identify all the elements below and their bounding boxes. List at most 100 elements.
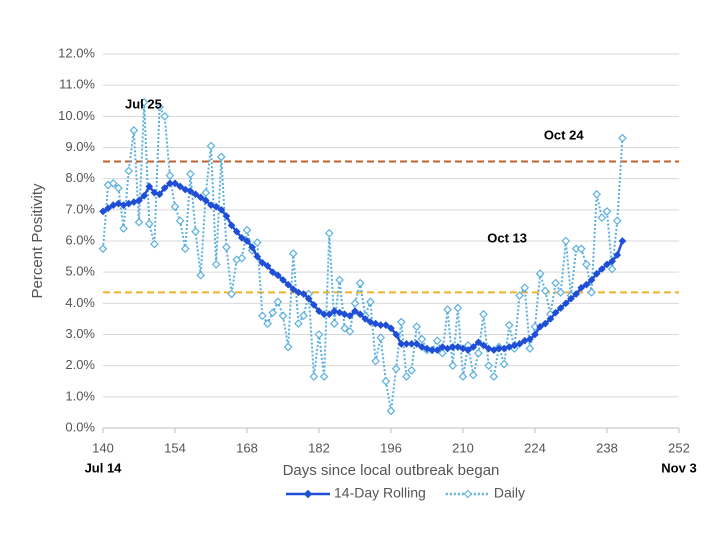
point (181, 185, 190, 194)
point (129, 126, 139, 135)
point (144, 219, 154, 229)
point (258, 311, 267, 321)
point (412, 322, 422, 332)
legend-label: Daily (494, 485, 525, 501)
point (546, 315, 555, 323)
point (433, 346, 442, 354)
point (134, 217, 144, 227)
point (155, 102, 164, 112)
point (489, 372, 499, 381)
point (217, 205, 226, 214)
point (283, 342, 293, 352)
point (119, 224, 128, 233)
point (432, 336, 442, 346)
point (98, 244, 108, 254)
point (366, 297, 375, 307)
point (350, 298, 360, 308)
y-tick-label: 5.0% (65, 264, 95, 279)
y-tick-label: 11.0% (59, 77, 95, 92)
point (160, 184, 169, 192)
point (458, 372, 468, 381)
point (567, 294, 575, 303)
point (315, 307, 323, 315)
point (319, 372, 329, 381)
point (495, 344, 503, 353)
y-tick-label: 6.0% (65, 232, 95, 247)
point (330, 319, 339, 328)
point (201, 188, 211, 198)
point (212, 202, 220, 211)
point (612, 216, 622, 226)
point (124, 166, 134, 176)
point (608, 257, 616, 266)
point (499, 359, 509, 369)
point (180, 244, 190, 254)
point (314, 330, 324, 339)
point (274, 271, 282, 280)
point (618, 237, 627, 245)
point (299, 311, 308, 321)
point (191, 190, 200, 199)
point (242, 225, 252, 235)
point (202, 196, 210, 205)
point (340, 310, 349, 319)
point (592, 269, 601, 278)
point (391, 364, 401, 374)
point (114, 199, 123, 208)
point (412, 340, 421, 348)
point (454, 343, 462, 351)
point (556, 304, 565, 312)
point (474, 348, 483, 358)
point (325, 310, 334, 319)
y-tick-label: 9.0% (65, 139, 95, 154)
point (582, 260, 591, 269)
point (150, 188, 159, 197)
point (515, 291, 524, 300)
point (438, 343, 447, 351)
x-date-label: Jul 14 (85, 460, 123, 475)
annotation: Jul 25 (125, 96, 162, 111)
point (289, 285, 298, 294)
point (556, 288, 566, 297)
point (232, 227, 241, 236)
legend-label: 14-Day Rolling (334, 485, 426, 501)
point (273, 297, 283, 307)
point (382, 321, 390, 329)
point (304, 294, 313, 303)
point (361, 315, 370, 323)
point (186, 169, 195, 179)
point (324, 228, 334, 238)
point (551, 308, 560, 317)
annotation: Oct 24 (544, 128, 585, 143)
point (139, 97, 149, 107)
point (402, 372, 411, 381)
point (196, 270, 206, 280)
point (587, 276, 596, 284)
point (248, 243, 256, 252)
point (572, 290, 580, 298)
point (222, 212, 231, 220)
point (227, 289, 236, 299)
point (356, 310, 364, 319)
point (145, 182, 154, 191)
point (438, 348, 447, 358)
point (479, 309, 488, 319)
point (520, 283, 530, 293)
point (392, 330, 400, 339)
point (170, 202, 180, 212)
point (551, 278, 560, 288)
x-date-label: Nov 3 (661, 460, 696, 475)
point (417, 334, 427, 344)
point (165, 171, 175, 180)
point (268, 308, 278, 318)
point (582, 280, 591, 289)
point (114, 183, 123, 193)
point (428, 346, 436, 354)
point (268, 268, 277, 277)
y-tick-label: 0.0% (65, 419, 95, 434)
point (351, 307, 359, 315)
point (576, 244, 586, 254)
y-tick-label: 7.0% (65, 201, 95, 216)
point (252, 238, 262, 247)
